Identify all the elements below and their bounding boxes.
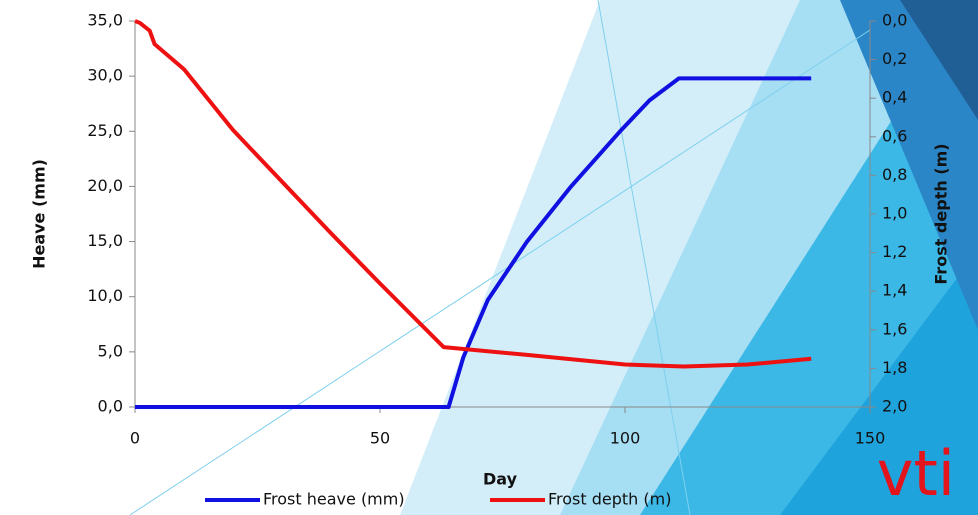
background-decoration [130, 0, 978, 515]
y-tick-label: 35,0 [87, 11, 123, 30]
x-tick-label: 0 [130, 429, 140, 448]
y-tick-label: 15,0 [87, 231, 123, 250]
y-tick-label: 0,0 [98, 397, 123, 416]
y2-tick-label: 1,8 [882, 358, 907, 377]
y2-tick-label: 2,0 [882, 397, 907, 416]
y-tick-label: 20,0 [87, 176, 123, 195]
y2-tick-label: 0,0 [882, 11, 907, 30]
y2-tick-label: 1,4 [882, 281, 907, 300]
y2-tick-label: 0,4 [882, 88, 907, 107]
y2-axis-title: Frost depth (m) [932, 143, 951, 284]
x-axis-title: Day [483, 470, 518, 489]
y2-tick-label: 0,2 [882, 49, 907, 68]
y2-tick-label: 1,6 [882, 319, 907, 338]
y2-tick-label: 0,6 [882, 126, 907, 145]
legend-label: Frost heave (mm) [263, 490, 405, 509]
y2-tick-label: 0,8 [882, 165, 907, 184]
y2-tick-label: 1,2 [882, 242, 907, 261]
legend-label: Frost depth (m) [548, 490, 671, 509]
y2-tick-label: 1,0 [882, 204, 907, 223]
y-tick-label: 30,0 [87, 66, 123, 85]
y-tick-label: 25,0 [87, 121, 123, 140]
y-axis-title: Heave (mm) [30, 159, 49, 269]
x-tick-label: 50 [370, 429, 390, 448]
x-tick-label: 150 [855, 429, 886, 448]
y-tick-label: 10,0 [87, 286, 123, 305]
logo: vti [877, 437, 955, 510]
x-tick-label: 100 [610, 429, 641, 448]
chart: Day Heave (mm) Frost depth (m) vti 0,0 5,… [0, 0, 978, 515]
y-tick-label: 5,0 [98, 341, 123, 360]
